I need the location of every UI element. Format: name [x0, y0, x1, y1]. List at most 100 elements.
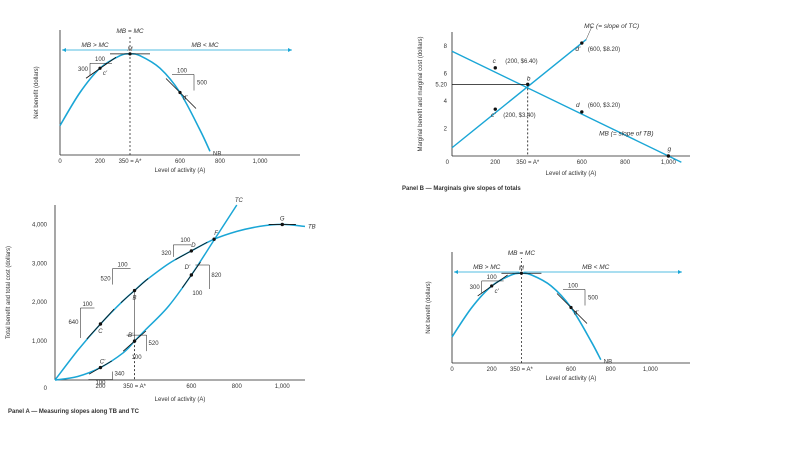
tc-curve-label: TC	[235, 198, 244, 204]
y-axis-label: Net benefit (dollars)	[426, 281, 432, 333]
run-label-d-tc: 100	[192, 291, 203, 297]
marginal-point-coords: (200, $3.40)	[503, 113, 535, 119]
y-tick-label: 8	[444, 44, 448, 50]
bracket-d	[172, 74, 195, 91]
arrow-head-right	[678, 270, 682, 274]
x-tick-label: 600	[566, 367, 577, 373]
bracket-rise-d: 500	[197, 81, 208, 87]
bracket-rise-d: 500	[588, 296, 599, 302]
marginal-point	[493, 66, 497, 70]
panel-b-title: Panel B — Marginals give slopes of total…	[402, 186, 521, 192]
bracket-c	[89, 62, 112, 76]
total-point-label: D	[191, 243, 196, 249]
total-point	[212, 237, 216, 241]
x-tick-label: 600	[175, 159, 186, 165]
x-tick-label: 200	[95, 159, 106, 165]
rise-label-c-tc: 340	[114, 372, 125, 378]
mc-leader	[585, 25, 593, 40]
x-tick-label: 350 = A*	[510, 367, 534, 373]
total-point-label: C'	[100, 360, 106, 366]
run-label-d-tb: 100	[180, 238, 191, 244]
x-tick-label: 800	[232, 384, 243, 390]
marginals-chart: Marginal benefit and marginal cost (doll…	[402, 23, 690, 192]
x-tick-label: 350 = A*	[119, 159, 143, 165]
tangent-at-c	[477, 274, 508, 297]
rise-label-b-tb: 520	[101, 277, 112, 283]
bracket-d-tc	[195, 264, 210, 289]
nb-point-label: M	[519, 266, 524, 272]
total-point-label: G	[280, 216, 285, 222]
mc-line	[451, 38, 587, 149]
y-tick-label: 3,000	[32, 261, 48, 267]
total-point-label: D'	[185, 265, 191, 271]
x-tick-label: 1,000	[275, 384, 291, 390]
marginal-point-coords: (600, $8.20)	[588, 47, 620, 53]
total-point-label: C	[98, 329, 103, 335]
mb-equals-mc-label: MB = MC	[116, 28, 144, 35]
total-point-label: F	[214, 231, 218, 237]
x-tick-label: 200	[487, 367, 498, 373]
run-label-b-tc: 100	[132, 355, 143, 361]
tangent-at-d	[556, 293, 588, 324]
net-benefit-chart-top: Net benefit (dollars) Level of activity (…	[34, 28, 300, 174]
total-point	[132, 339, 137, 343]
marginal-point	[666, 154, 671, 158]
bracket-c-tb	[80, 307, 95, 338]
run-label-c-tc: 100	[95, 381, 106, 387]
y-tick-label: 5.20	[435, 82, 447, 88]
bracket-c-tc	[88, 371, 113, 380]
run-label-b-tb: 100	[118, 263, 129, 269]
mb-line	[451, 50, 682, 163]
marginal-point-label: d'	[575, 46, 581, 53]
x-axis-label: Level of activity (A)	[155, 168, 206, 174]
total-point	[280, 222, 284, 227]
x-axis-label: Level of activity (A)	[546, 171, 597, 177]
marginal-point-label: c'	[491, 112, 496, 119]
y-tick-label: 4,000	[32, 222, 48, 228]
marginal-point	[580, 110, 584, 114]
net-benefit-chart-bottom: Net benefit (dollars) Level of activity (…	[426, 250, 690, 382]
total-point-label: B	[133, 296, 137, 302]
rise-label-c-tb: 640	[68, 320, 79, 326]
x-tick-label: 800	[606, 367, 617, 373]
panel-a-title: Panel A — Measuring slopes along TB and …	[8, 409, 140, 415]
origin-label: 0	[44, 386, 48, 392]
marginal-point-coords: (600, $3.20)	[588, 103, 620, 109]
mb-lt-mc-label: MB < MC	[191, 42, 219, 49]
mb-lt-mc-label: MB < MC	[582, 264, 610, 271]
x-tick-label: 200	[490, 160, 501, 166]
x-tick-label: 350 = A*	[123, 384, 147, 390]
y-tick-label: 2,000	[32, 300, 48, 306]
tangent-at-d	[165, 78, 197, 109]
marginal-point-label: c	[493, 58, 497, 65]
totals-chart: Total benefit and total cost (dollars) Le…	[6, 198, 316, 415]
mc-line-label: MC (= slope of TC)	[584, 23, 639, 30]
x-tick-label: 200	[95, 384, 106, 390]
nb-point-label: d'	[574, 311, 579, 317]
x-tick-label: 0	[58, 159, 62, 165]
y-axis-label: Net benefit (dollars)	[34, 66, 40, 118]
x-axis-label: Level of activity (A)	[546, 376, 597, 382]
bracket-rise-c: 300	[470, 285, 481, 291]
tb-curve	[54, 223, 306, 381]
x-tick-label: 600	[577, 160, 588, 166]
tb-curve-label: TB	[308, 224, 316, 230]
total-point	[98, 365, 103, 370]
mb-equals-mc-label: MB = MC	[508, 250, 536, 257]
nb-point-label: c'	[495, 289, 500, 295]
mb-gt-mc-label: MB > MC	[473, 264, 501, 271]
bracket-run-d: 100	[177, 69, 188, 75]
tangent-at-c	[85, 56, 117, 79]
nb-point-label: c'	[103, 71, 108, 77]
x-tick-label: 1,000	[252, 159, 268, 165]
bracket-run-c: 100	[95, 57, 106, 63]
x-tick-label: 800	[620, 160, 631, 166]
y-tick-label: 2	[444, 126, 448, 132]
arrow-head-right	[288, 48, 292, 52]
bracket-b-tb	[112, 268, 131, 285]
origin-label: 0	[446, 160, 450, 166]
marginal-point	[493, 107, 497, 111]
x-axis-label: Level of activity (A)	[155, 397, 206, 403]
y-tick-label: 4	[444, 99, 448, 105]
